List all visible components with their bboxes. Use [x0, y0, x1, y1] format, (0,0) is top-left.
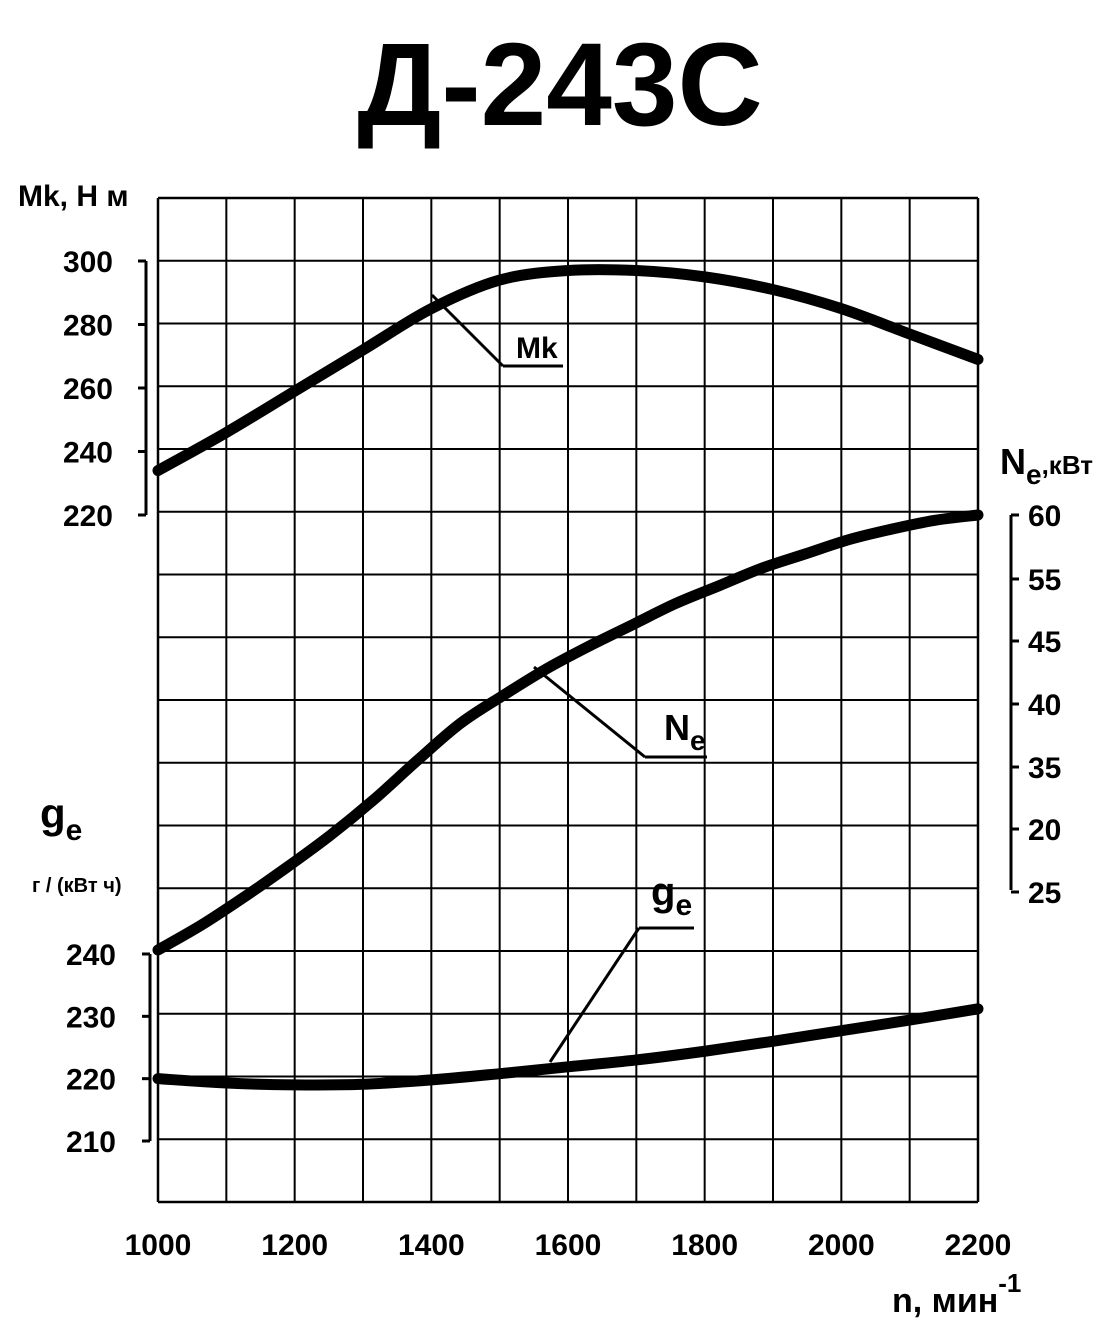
ge-callout-leader: [548, 927, 641, 1063]
ne-tick-label: 20: [1028, 814, 1061, 847]
ne-callout-sub: e: [690, 725, 706, 756]
ne-tick-label: 40: [1028, 689, 1061, 722]
x-tick-label: 1200: [261, 1229, 328, 1262]
mk-tick-label: 300: [63, 246, 113, 279]
ne-tick-label: 55: [1028, 564, 1061, 597]
ne-axis-label-main: N: [1000, 441, 1026, 482]
mk-tick-labels: 300 280 260 240 220: [63, 246, 113, 533]
ne-callout-label: Ne: [664, 707, 706, 756]
chart-grid: [156, 196, 980, 1204]
ge-axis-label-unit: г / (кВт ч): [32, 875, 121, 897]
ge-tick-label: 230: [66, 1001, 116, 1034]
ge-axis-label-sub: e: [66, 814, 83, 847]
chart-title: Д-243С: [357, 19, 762, 151]
mk-callout-leader: [430, 293, 505, 368]
mk-axis-label: Mk, Н м: [18, 180, 129, 213]
ne-axis-label: Ne,кВт: [1000, 441, 1093, 490]
x-tick-label: 1800: [671, 1229, 738, 1262]
callouts: Mk Ne ge: [430, 293, 707, 1063]
x-tick-label: 2000: [808, 1229, 875, 1262]
ne-axis-label-unit: ,кВт: [1042, 450, 1094, 480]
x-tick-label: 1600: [535, 1229, 602, 1262]
x-axis-label: n, мин-1: [892, 1268, 1021, 1320]
ne-callout-main: N: [664, 707, 690, 748]
mk-callout-label: Mk: [516, 332, 558, 365]
x-tick-label: 2200: [945, 1229, 1012, 1262]
mk-tick-label: 260: [63, 373, 113, 406]
ge-curve: [152, 1003, 984, 1091]
ge-tick-label: 240: [66, 939, 116, 972]
ge-tick-labels: 240 230 220 210: [66, 939, 116, 1159]
ne-tick-label: 35: [1028, 752, 1061, 785]
ne-tick-label: 25: [1028, 877, 1061, 910]
x-axis-label-sup: -1: [998, 1268, 1021, 1298]
ge-callout-main: g: [651, 870, 675, 914]
axes: [138, 259, 1019, 1143]
ne-tick-label: 45: [1028, 626, 1061, 659]
x-axis-label-main: n, мин: [892, 1282, 998, 1320]
curves: [152, 264, 984, 1091]
mk-tick-label: 280: [63, 310, 113, 343]
ne-tick-label: 60: [1028, 500, 1061, 533]
mk-curve: [152, 264, 984, 477]
ge-tick-label: 220: [66, 1064, 116, 1097]
ne-axis-label-sub: e: [1026, 459, 1042, 490]
ge-callout-label: ge: [651, 870, 692, 922]
ge-tick-label: 210: [66, 1126, 116, 1159]
x-tick-label: 1400: [398, 1229, 465, 1262]
ne-callout-leader: [533, 665, 646, 759]
ne-curve: [152, 509, 984, 956]
ne-tick-labels: 60 55 45 40 35 20 25: [1028, 500, 1061, 910]
ge-axis-label-symbol: ge: [40, 790, 82, 847]
x-tick-labels: 1000 1200 1400 1600 1800 2000 2200: [125, 1229, 1012, 1262]
mk-tick-label: 240: [63, 437, 113, 470]
mk-tick-label: 220: [63, 500, 113, 533]
ge-callout-sub: e: [675, 889, 692, 922]
ge-axis-label-main: g: [40, 790, 66, 837]
x-tick-label: 1000: [125, 1229, 192, 1262]
